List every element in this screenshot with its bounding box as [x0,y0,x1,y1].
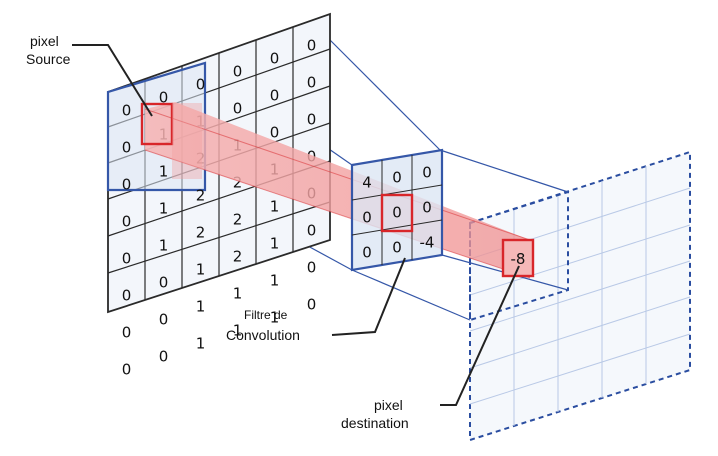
filter-label-line1: Filtre de [244,308,288,322]
output-grid [469,150,691,442]
input-cell-7-5: 0 [307,296,317,314]
kernel-cell-2-2: -4 [420,234,435,252]
kernel-cell-2-0: 0 [362,244,372,262]
input-cell-3-0: 0 [122,213,132,231]
input-cell-0-3: 0 [233,63,243,81]
kernel-cell-1-1: 0 [392,204,402,222]
input-cell-5-5: 0 [307,222,317,240]
input-cell-5-1: 0 [159,274,169,292]
input-cell-4-3: 2 [233,211,243,229]
source-label-line1: pixel [30,33,59,49]
dest-label-line1: pixel [374,397,403,413]
source-label-line2: Source [26,51,71,67]
input-cell-6-3: 1 [233,285,243,303]
dest-label-line2: destination [341,415,409,431]
output-value: -8 [511,250,526,268]
input-cell-0-2: 0 [196,76,206,94]
kernel-cell-0-1: 0 [392,169,402,187]
input-cell-5-0: 0 [122,287,132,305]
input-cell-2-0: 0 [122,176,132,194]
kernel-cell-2-1: 0 [392,239,402,257]
input-cell-6-5: 0 [307,259,317,277]
input-cell-6-2: 1 [196,298,206,316]
source-pixel-highlight [140,102,174,146]
kernel-cell-0-0: 4 [362,174,372,192]
source-kernel-highlight [172,103,202,179]
kernel-cell-1-0: 0 [362,209,372,227]
input-cell-4-2: 2 [196,224,206,242]
input-cell-5-4: 1 [270,235,280,253]
input-cell-4-1: 1 [159,237,169,255]
input-cell-1-5: 0 [307,74,317,92]
input-cell-0-4: 0 [270,50,280,68]
input-cell-3-1: 1 [159,200,169,218]
callout-lines [72,44,520,406]
input-cell-1-3: 0 [233,100,243,118]
convolution-kernel: 4 0 0 0 0 0 0 0 -4 [350,148,444,272]
input-cell-5-3: 2 [233,248,243,266]
input-cell-1-0: 0 [122,139,132,157]
input-cell-6-0: 0 [122,324,132,342]
input-cell-7-4: 1 [270,309,280,327]
input-cell-2-1: 1 [159,163,169,181]
input-cell-0-0: 0 [122,102,132,120]
input-cell-4-4: 1 [270,198,280,216]
input-cell-7-2: 1 [196,335,206,353]
input-cell-0-1: 0 [159,89,169,107]
filter-label-line2: Convolution [226,327,300,343]
kernel-center-highlight [380,193,414,233]
input-cell-5-2: 1 [196,261,206,279]
kernel-cell-1-2: 0 [422,199,432,217]
input-cell-4-0: 0 [122,250,132,268]
input-cell-2-5: 0 [307,111,317,129]
input-cell-6-4: 1 [270,272,280,290]
kernel-cell-0-2: 0 [422,164,432,182]
input-cell-7-1: 0 [159,348,169,366]
input-cell-6-1: 0 [159,311,169,329]
input-cell-1-4: 0 [270,87,280,105]
input-cell-3-3: 2 [233,174,243,192]
input-cell-3-2: 2 [196,187,206,205]
input-cell-7-3: 1 [233,322,243,340]
input-cell-2-4: 0 [270,124,280,142]
input-cell-7-0: 0 [122,361,132,379]
input-cell-0-5: 0 [307,37,317,55]
